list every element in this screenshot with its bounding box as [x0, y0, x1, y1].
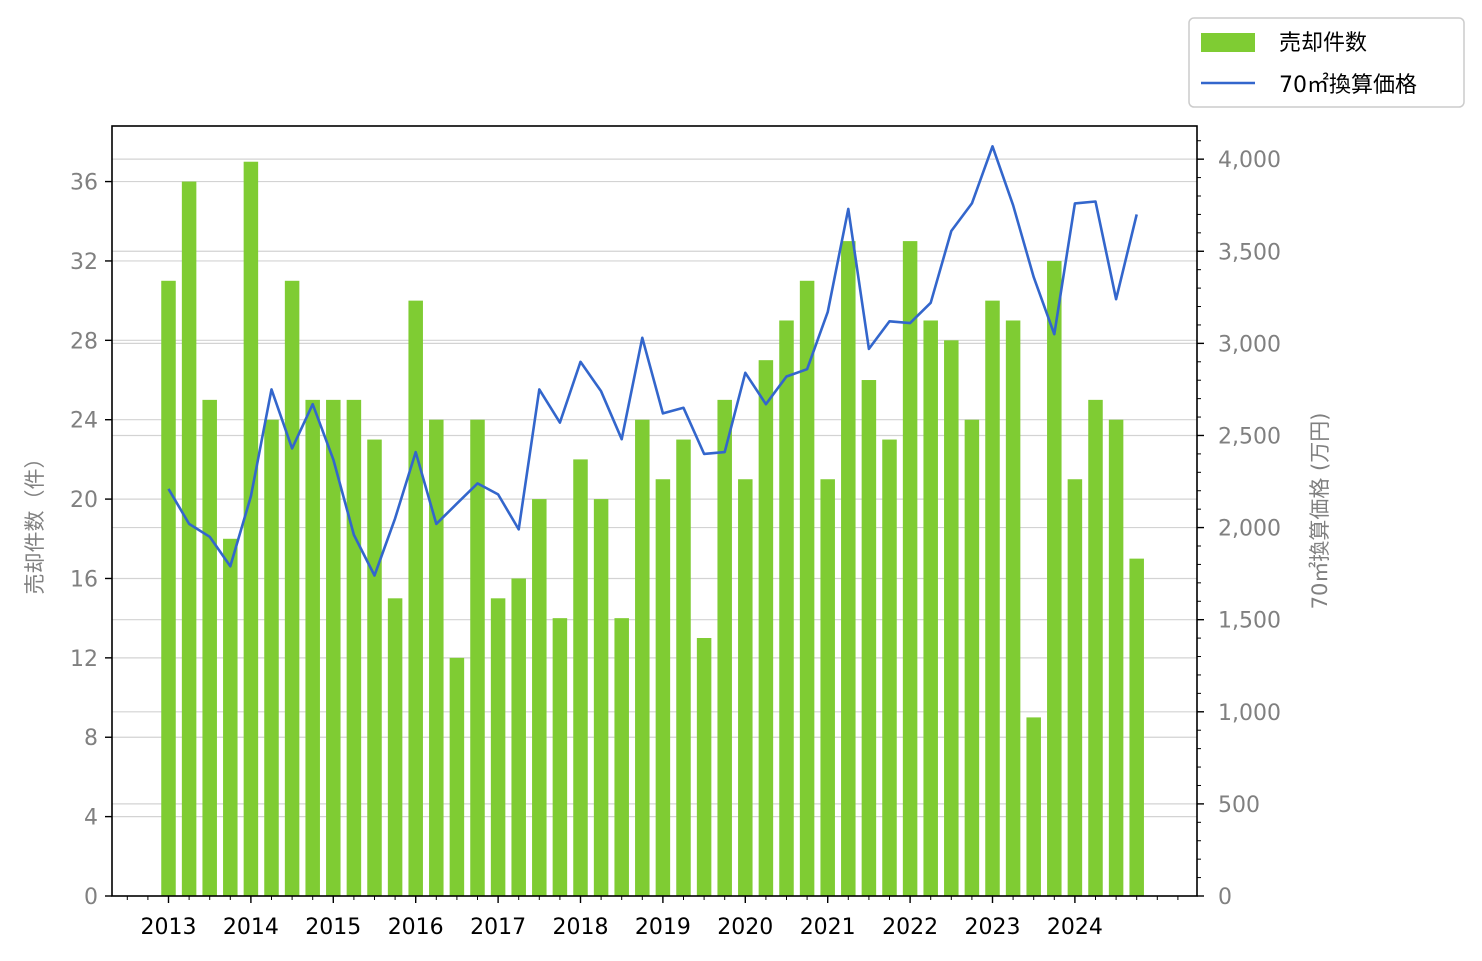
left-tick-label-9: 36: [70, 171, 98, 196]
left-tick-label-4: 16: [70, 567, 98, 592]
x-tick-label-9: 2022: [882, 915, 938, 940]
bar-39: [964, 419, 980, 896]
bar-32: [820, 479, 835, 896]
left-tick-label-2: 8: [84, 726, 98, 751]
bar-20: [573, 459, 588, 896]
bar-45: [1088, 399, 1103, 896]
bar-27: [717, 399, 732, 896]
left-tick-label-7: 28: [70, 329, 98, 354]
bar-42: [1026, 717, 1041, 896]
bar-46: [1108, 419, 1124, 896]
bar-41: [1005, 320, 1021, 897]
left-axis: 0 4 8 12 16 20 24 28 32 36: [70, 171, 112, 910]
bar-30: [779, 320, 794, 897]
bar-10: [367, 439, 382, 896]
right-tick-label-7: 3,500: [1218, 240, 1281, 265]
left-tick-label-1: 4: [84, 806, 98, 831]
right-tick-label-6: 3,000: [1218, 332, 1281, 357]
left-tick-label-3: 12: [70, 647, 98, 672]
x-axis: 2013 2014 2015 2016 2017 2018 2019 2020 2021 2022…: [126, 896, 1179, 940]
bar-34: [861, 380, 877, 896]
bar-12: [408, 300, 423, 896]
bar-44: [1067, 479, 1083, 896]
left-tick-label-8: 32: [70, 250, 98, 275]
bar-18: [532, 499, 547, 896]
legend-bar-label: 売却件数: [1279, 31, 1367, 56]
bar-23: [635, 419, 650, 896]
bar-25: [676, 439, 691, 896]
bar-4: [243, 161, 259, 896]
x-tick-label-1: 2014: [223, 915, 279, 940]
x-tick-label-4: 2017: [470, 915, 526, 940]
bar-35: [882, 439, 897, 896]
bar-24: [655, 479, 671, 896]
bar-37: [923, 320, 938, 897]
right-tick-label-8: 4,000: [1218, 148, 1281, 173]
bar-series: [161, 161, 1144, 897]
bar-3: [223, 538, 238, 896]
x-tick-label-11: 2024: [1047, 915, 1103, 940]
bar-43: [1047, 260, 1062, 896]
bar-36: [902, 241, 918, 896]
bar-21: [593, 499, 609, 896]
x-tick-label-6: 2019: [635, 915, 691, 940]
bar-28: [738, 479, 753, 896]
bar-40: [985, 300, 1000, 896]
bar-38: [944, 340, 959, 896]
plot-frame: [111, 125, 1198, 897]
left-tick-label-6: 24: [70, 409, 98, 434]
bar-17: [511, 578, 526, 896]
x-tick-label-3: 2016: [388, 915, 444, 940]
legend: 売却件数 70㎡換算価格: [1188, 17, 1465, 108]
bar-14: [449, 657, 465, 896]
legend-frame: [1188, 17, 1465, 108]
x-tick-label-5: 2018: [553, 915, 609, 940]
bar-0: [161, 280, 176, 896]
bar-7: [305, 399, 320, 896]
left-tick-label-5: 20: [70, 488, 98, 513]
bar-19: [552, 618, 568, 896]
right-axis-title: 70㎡換算価格 (万円): [1308, 413, 1332, 610]
bar-8: [326, 399, 341, 896]
legend-bar-swatch: [1201, 33, 1255, 52]
bar-31: [799, 280, 815, 896]
right-axis: 0 500 1,000 1,500 2,000 2,500 3,000 3,500 4,000: [1197, 140, 1281, 910]
bar-15: [470, 419, 485, 896]
left-axis-title: 売却件数（件）: [23, 448, 47, 595]
x-tick-label-8: 2021: [800, 915, 856, 940]
x-tick-label-7: 2020: [717, 915, 773, 940]
bar-22: [614, 618, 629, 896]
bar-13: [429, 419, 444, 896]
bar-26: [696, 638, 712, 896]
right-tick-label-4: 2,000: [1218, 517, 1281, 542]
right-tick-label-1: 500: [1218, 793, 1260, 818]
x-tick-label-0: 2013: [141, 915, 197, 940]
legend-line-label: 70㎡換算価格: [1279, 72, 1417, 98]
left-tick-label-0: 0: [84, 885, 98, 910]
right-tick-label-0: 0: [1218, 885, 1232, 910]
right-tick-label-3: 1,500: [1218, 609, 1281, 634]
x-tick-label-10: 2023: [965, 915, 1021, 940]
bar-1: [181, 181, 197, 896]
bar-5: [264, 419, 279, 896]
bar-33: [841, 241, 856, 896]
bar-11: [387, 598, 403, 896]
bar-47: [1129, 558, 1144, 896]
bar-2: [202, 399, 217, 896]
price-line: [167, 145, 1138, 577]
bar-6: [284, 280, 300, 896]
bar-29: [758, 360, 774, 896]
bar-9: [346, 399, 362, 896]
bar-16: [490, 598, 506, 896]
right-tick-label-2: 1,000: [1218, 701, 1281, 726]
x-tick-label-2: 2015: [305, 915, 361, 940]
right-tick-label-5: 2,500: [1218, 424, 1281, 449]
